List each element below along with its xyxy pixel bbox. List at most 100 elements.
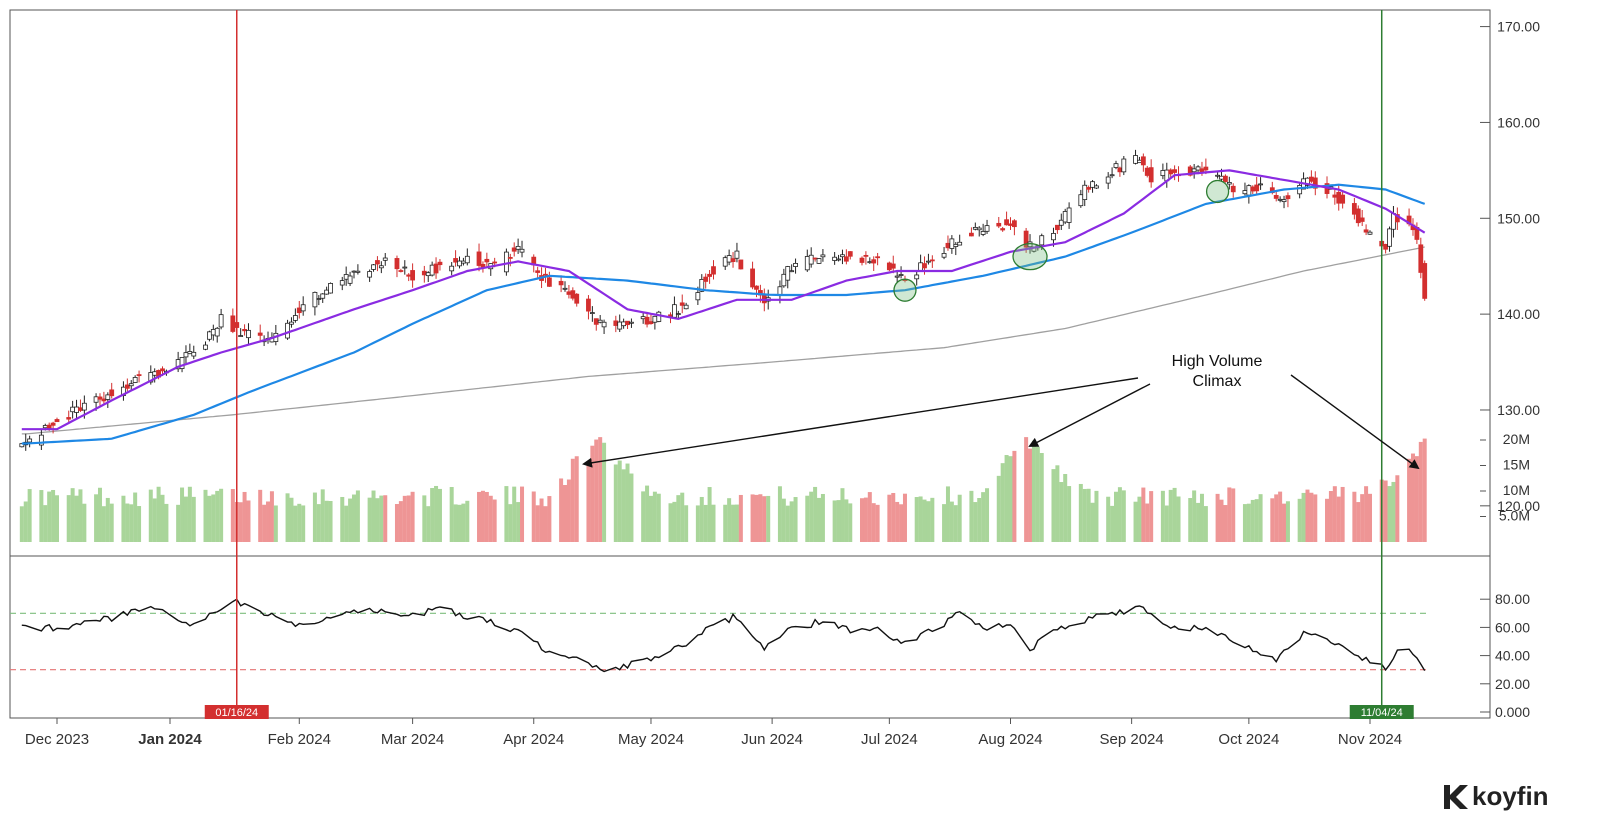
candle-body <box>1258 183 1263 186</box>
volume-bar <box>1285 501 1290 542</box>
ma-mid-path <box>21 183 1426 445</box>
volume-bar <box>66 495 71 542</box>
candle-body <box>847 251 853 257</box>
candle-body <box>621 321 627 327</box>
candle-body <box>1105 176 1111 184</box>
candle-body <box>875 256 881 259</box>
volume-bar <box>258 489 263 542</box>
candle-body <box>457 260 462 267</box>
candle-body <box>593 318 599 325</box>
volume-bar <box>695 505 700 542</box>
candle-body <box>1223 175 1228 182</box>
volume-bar <box>785 505 790 542</box>
candle-body <box>1242 190 1248 195</box>
candle-body <box>1054 224 1060 231</box>
volume-bar <box>1254 499 1259 542</box>
date-tick-label: Apr 2024 <box>503 731 564 748</box>
volume-bar <box>27 489 32 542</box>
volume-bar <box>969 490 974 542</box>
candle-body <box>238 335 244 337</box>
candle-body <box>1023 230 1029 248</box>
candle-body <box>1086 187 1092 190</box>
volume-bar <box>219 488 224 542</box>
candle-body <box>292 315 298 321</box>
volume-bar <box>1176 496 1181 542</box>
candle-body <box>1117 167 1123 173</box>
candle-body <box>558 280 564 286</box>
volume-bar <box>586 461 591 542</box>
volume-bar <box>813 486 818 542</box>
volume-bar <box>520 486 525 542</box>
candle-body <box>738 259 744 270</box>
volume-bar <box>488 495 493 542</box>
price-tick-label: 120.00 <box>1497 498 1540 514</box>
volume-bar <box>371 490 376 542</box>
candle-body <box>1090 181 1095 188</box>
volume-bar <box>535 505 540 542</box>
rsi-axis: 0.000 20.00 40.00 60.00 80.00 <box>1480 591 1530 720</box>
candle-body <box>730 258 736 263</box>
candle-body <box>515 245 521 250</box>
volume-bar <box>1035 446 1040 542</box>
volume-bar <box>437 488 442 542</box>
candle-body <box>230 315 236 332</box>
volume-bar <box>859 498 864 542</box>
candle-body <box>1109 174 1115 177</box>
candle-body <box>656 311 662 322</box>
candle-body <box>410 270 416 281</box>
candle-body <box>699 279 705 292</box>
volume-bar <box>1203 506 1208 542</box>
candle-body <box>1168 169 1174 175</box>
volume-bar <box>707 487 712 542</box>
volume-bar <box>1196 502 1201 542</box>
candle-body <box>949 238 955 249</box>
volume-bar <box>875 504 880 542</box>
volume-bar <box>1106 496 1111 542</box>
price-tick-label: 150.00 <box>1497 210 1540 226</box>
volume-bar <box>629 473 634 542</box>
annotation-arrow <box>582 377 1139 468</box>
candle-body <box>613 320 619 326</box>
candle-body <box>914 274 920 280</box>
volume-bar <box>430 488 435 542</box>
volume-bar <box>379 495 384 542</box>
volume-bar <box>1278 491 1283 542</box>
candle-body <box>81 402 87 411</box>
price-panel[interactable]: 120.00 130.00 140.00 150.00 160.00 170.00 5.0… <box>9 9 1540 719</box>
volume-bar <box>973 502 978 542</box>
candle-body <box>1062 211 1068 223</box>
rsi-panel[interactable]: 0.000 20.00 40.00 60.00 80.00 <box>10 591 1530 720</box>
volume-bar <box>156 486 161 542</box>
candle-body <box>207 331 212 340</box>
volume-bar <box>1242 504 1247 542</box>
candle-body <box>843 256 849 262</box>
candle-body <box>421 270 427 276</box>
volume-bar <box>871 503 876 542</box>
candle-body <box>1254 184 1260 192</box>
volume-bar <box>394 504 399 542</box>
candle-body <box>54 419 60 423</box>
volume-bar <box>82 503 87 542</box>
date-tick-label: Dec 2023 <box>25 731 89 748</box>
volume-bar <box>480 490 485 542</box>
candle-body <box>1140 156 1146 166</box>
candle-body <box>996 222 1002 227</box>
green-event-flag <box>1349 705 1414 719</box>
candle-body <box>597 319 603 323</box>
candle-body <box>1011 220 1017 228</box>
candle-body <box>449 265 455 272</box>
volume-bar <box>1328 491 1333 542</box>
candle-body <box>675 313 681 315</box>
date-tick-label: Jan 2024 <box>138 731 202 748</box>
volume-bar <box>1246 503 1251 542</box>
candle-body <box>695 292 701 301</box>
volume-bar <box>738 494 743 542</box>
rsi-line <box>21 598 1426 673</box>
volume-bar <box>1332 486 1337 542</box>
candle-body <box>586 298 591 312</box>
candle-body <box>863 254 869 257</box>
volume-bar <box>129 504 134 542</box>
candle-body <box>109 389 115 397</box>
candle-body <box>859 257 865 263</box>
